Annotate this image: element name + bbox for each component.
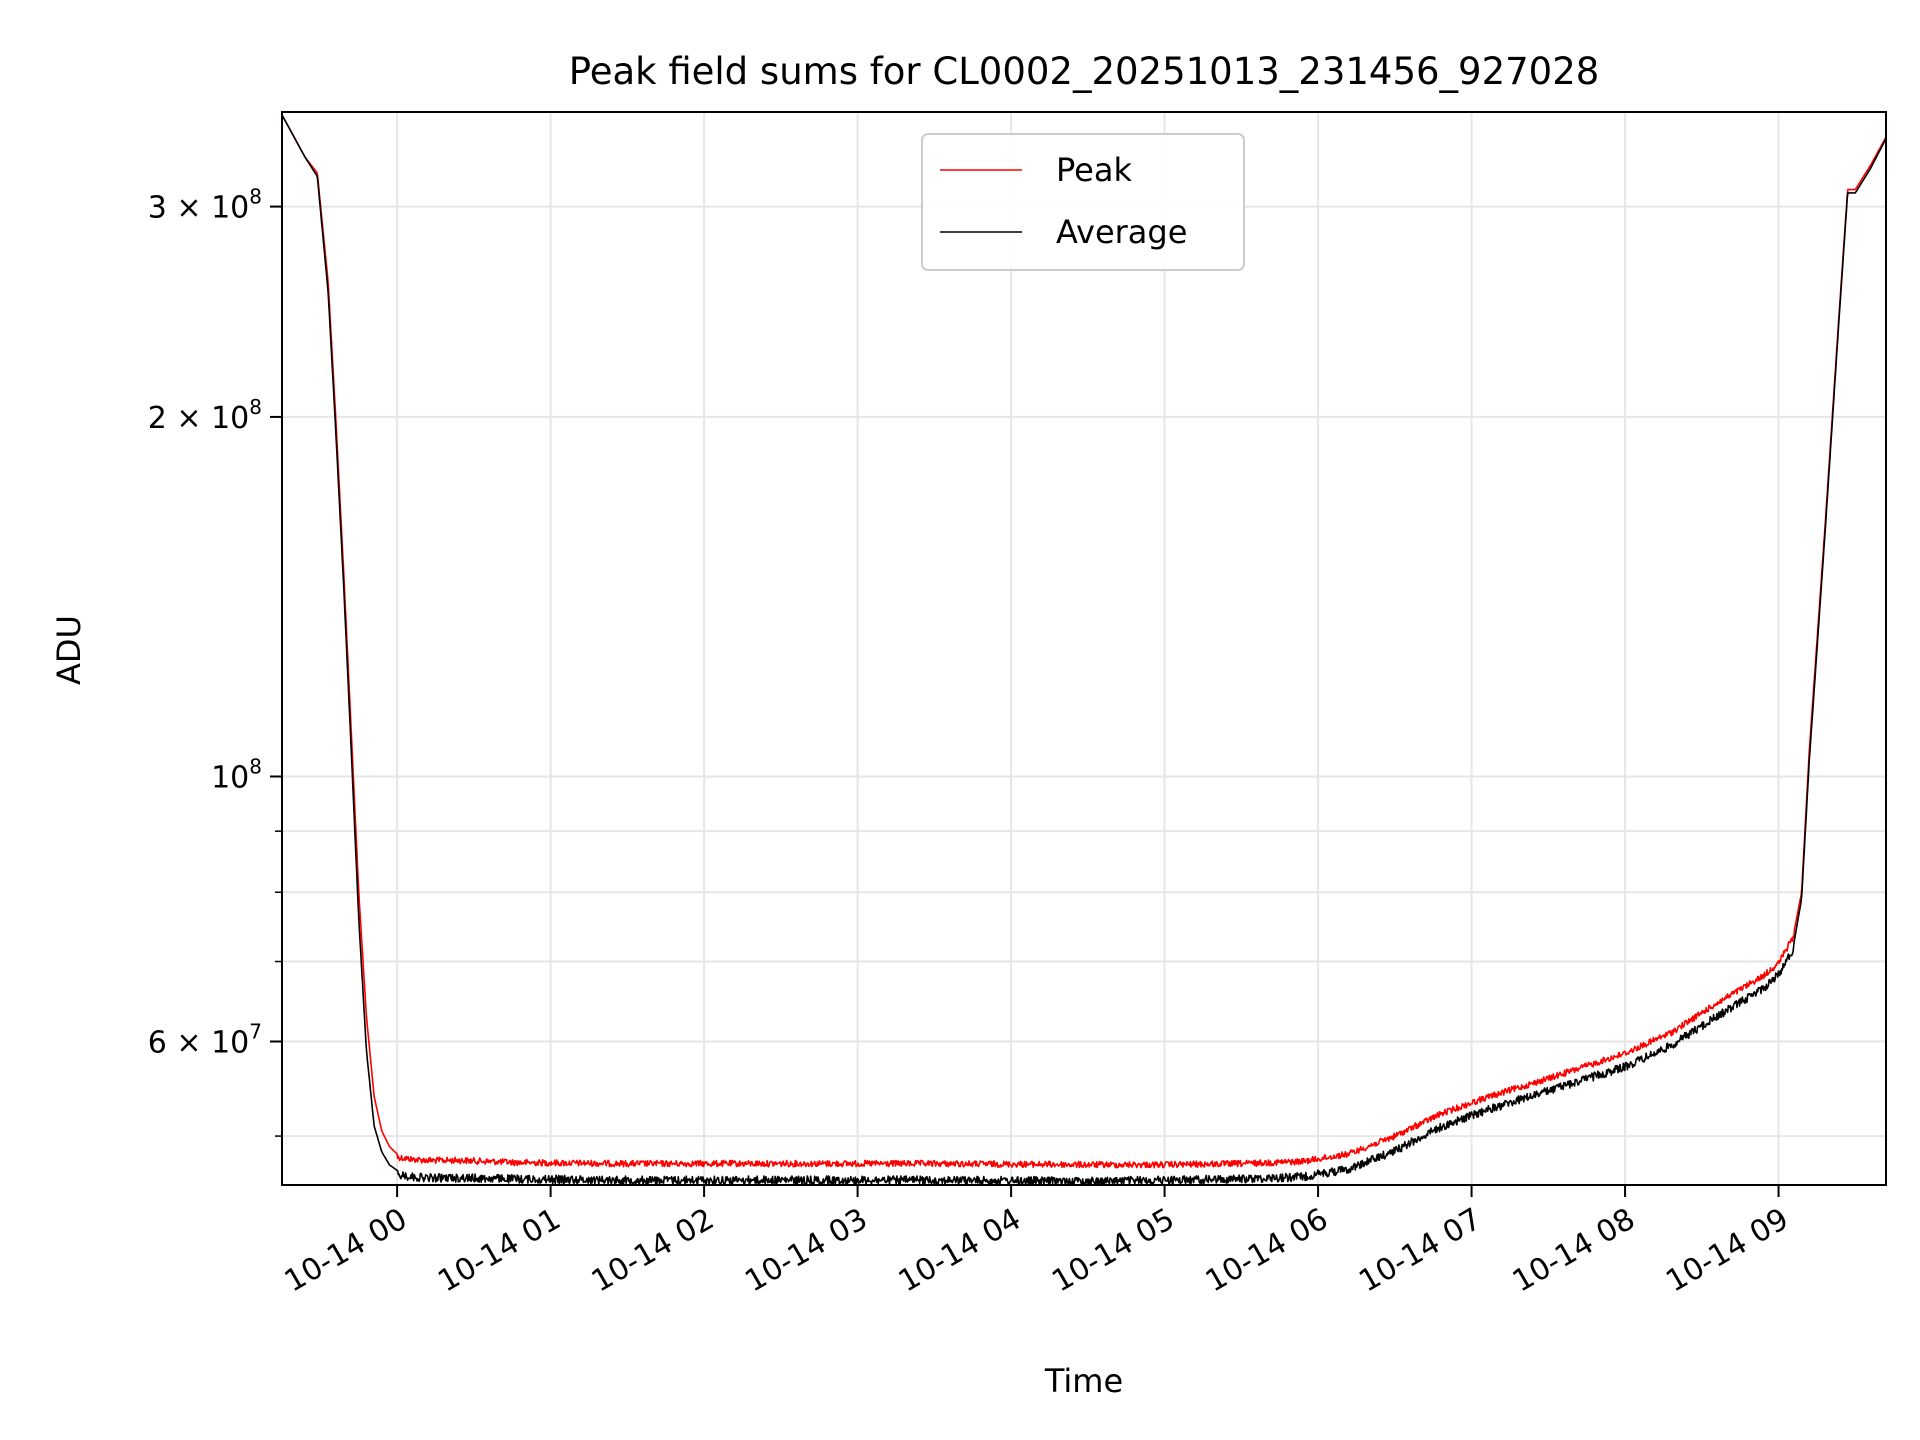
y-tick-label: 6 × 107 — [148, 1019, 262, 1060]
y-tick-label: 2 × 108 — [148, 395, 262, 436]
legend: Peak Average — [921, 133, 1245, 271]
series-line-peak — [282, 114, 1886, 1169]
x-axis-label: Time — [1044, 1362, 1123, 1400]
plot-frame — [281, 111, 1887, 1186]
series-line-average — [282, 114, 1886, 1185]
legend-box — [921, 133, 1245, 271]
legend-label-peak: Peak — [1056, 151, 1132, 189]
y-axis-label: ADU — [50, 615, 88, 685]
plot-lines — [282, 114, 1886, 1185]
series-group — [282, 114, 1886, 1185]
legend-label-average: Average — [1056, 213, 1187, 251]
y-tick-label: 3 × 108 — [148, 185, 262, 226]
chart-title: Peak field sums for CL0002_20251013_2314… — [569, 50, 1600, 93]
y-tick-label: 108 — [211, 754, 262, 795]
